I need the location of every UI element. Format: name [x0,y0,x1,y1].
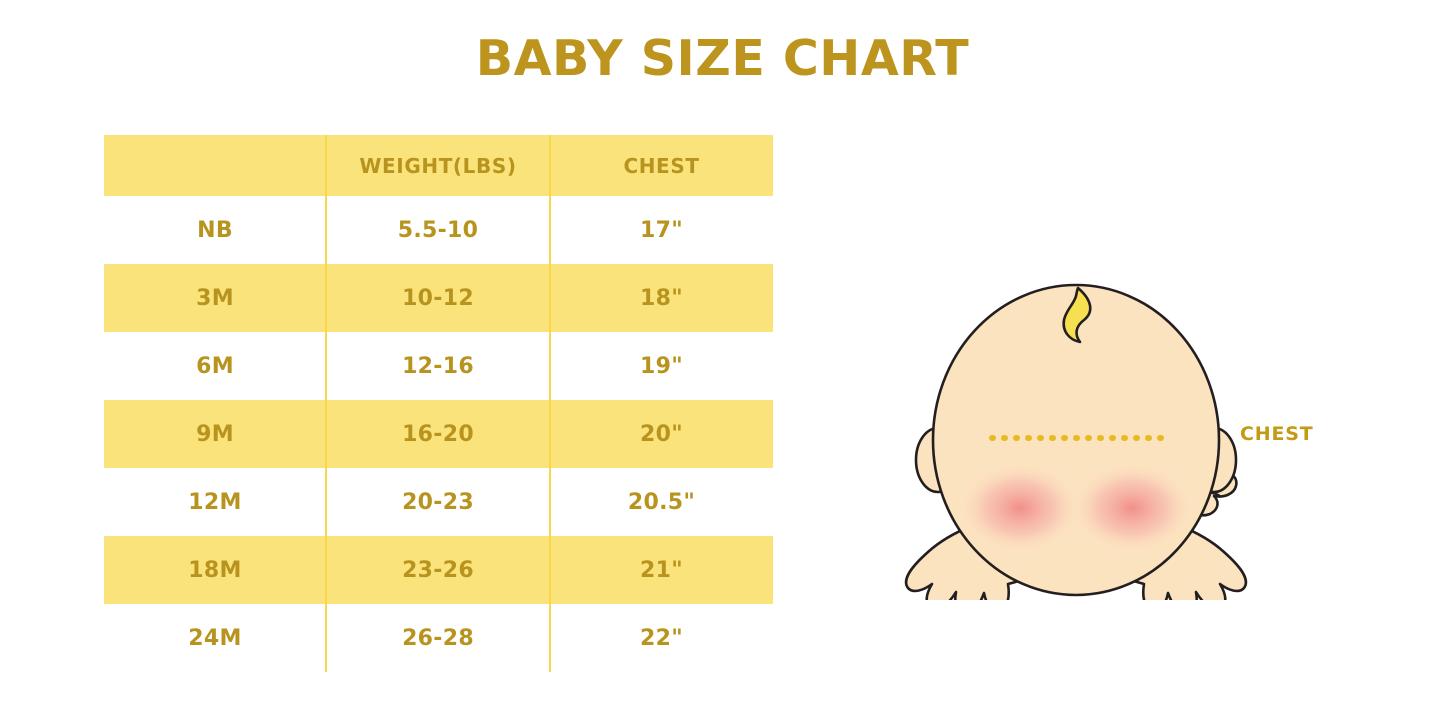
cell-weight: 5.5-10 [397,217,479,243]
cell-chest: 22" [640,625,683,651]
cell-size: 9M [196,421,234,447]
table-column-divider-1 [325,135,327,672]
cell-chest: 21" [640,557,683,583]
size-chart-table: WEIGHT(LBS) CHEST NB 5.5-10 17" 3M 10-12… [104,135,773,672]
table-header-chest: CHEST [623,153,700,178]
cell-weight: 26-28 [402,625,474,651]
cell-weight: 23-26 [402,557,474,583]
cell-weight: 10-12 [402,285,474,311]
table-column-divider-2 [549,135,551,672]
table-row: 18M 23-26 21" [104,536,773,604]
cell-chest: 19" [640,353,683,379]
table-header-row: WEIGHT(LBS) CHEST [104,135,773,196]
page-title: BABY SIZE CHART [475,30,970,87]
table-row: 24M 26-28 22" [104,604,773,672]
cell-size: 24M [188,625,242,651]
cell-size: 3M [196,285,234,311]
cell-size: NB [197,217,233,243]
sitting-baby-illustration [880,160,1280,600]
cell-chest: 20" [640,421,683,447]
table-row: 9M 16-20 20" [104,400,773,468]
cell-weight: 12-16 [402,353,474,379]
cell-weight: 16-20 [402,421,474,447]
cell-chest: 20.5" [627,489,696,515]
table-row: 12M 20-23 20.5" [104,468,773,536]
cell-weight: 20-23 [402,489,474,515]
cell-size: 12M [188,489,242,515]
table-header-weight: WEIGHT(LBS) [359,153,517,178]
table-row: 3M 10-12 18" [104,264,773,332]
table-row: NB 5.5-10 17" [104,196,773,264]
cell-chest: 18" [640,285,683,311]
cell-size: 6M [196,353,234,379]
cell-size: 18M [188,557,242,583]
table-row: 6M 12-16 19" [104,332,773,400]
baby-hair-curl [1062,286,1092,344]
chest-measure-label: CHEST [1240,423,1314,445]
cell-chest: 17" [640,217,683,243]
baby-right-cheek-blush [1070,462,1194,554]
baby-left-cheek-blush [958,462,1082,554]
